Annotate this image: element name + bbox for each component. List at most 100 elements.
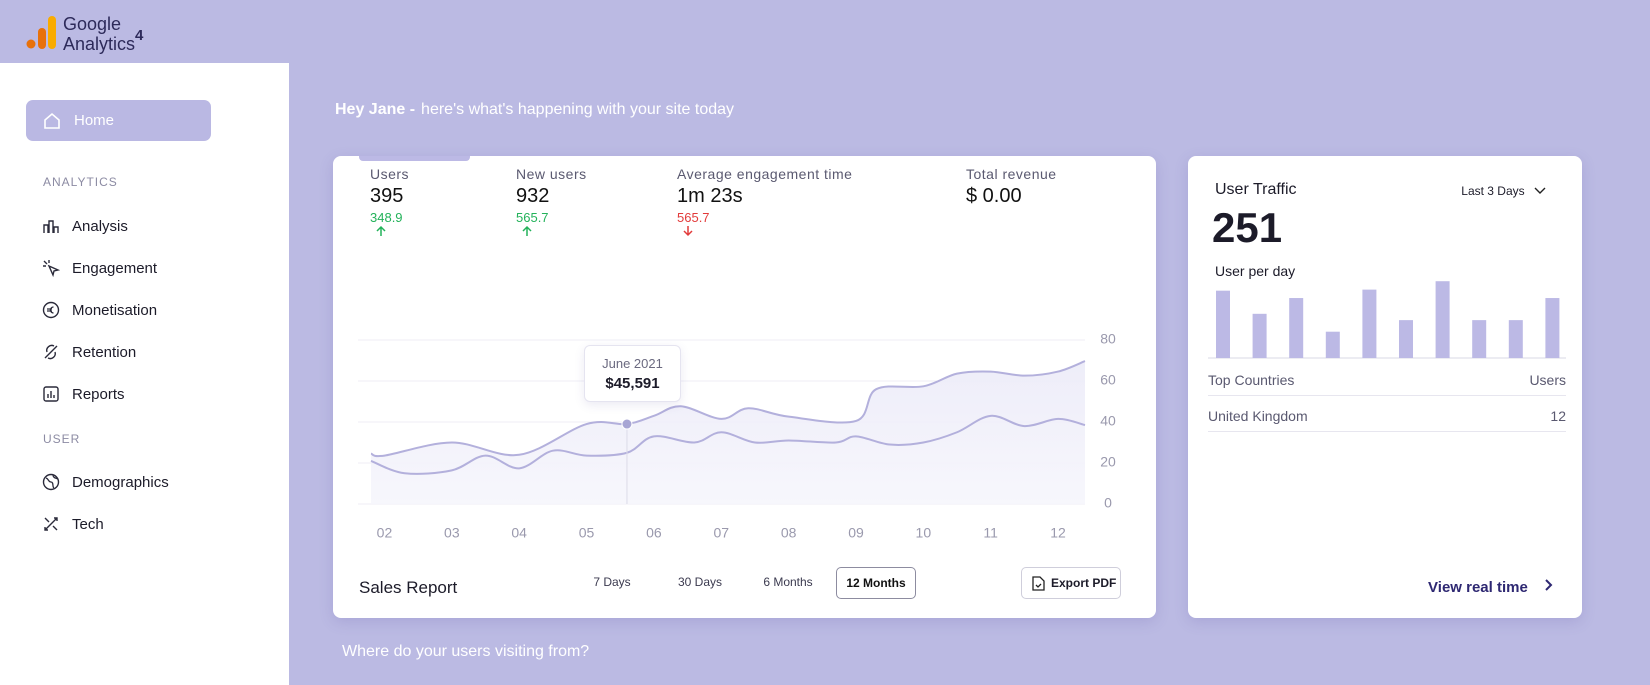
section-question: Where do your users visiting from? (342, 643, 590, 660)
x-tick-label: 05 (579, 525, 595, 541)
nav-icon (43, 386, 59, 402)
tooltip-value: $45,591 (605, 375, 660, 392)
country-users: 12 (1550, 408, 1566, 424)
nav-icon (42, 473, 60, 491)
metric-value: 395 (370, 185, 404, 207)
nav-icon (44, 517, 58, 531)
period-dropdown[interactable]: Last 3 Days (1461, 184, 1546, 198)
country-name: United Kingdom (1208, 408, 1308, 424)
logo-subtitle: Analytics (63, 34, 136, 54)
trend-arrow (522, 225, 532, 236)
logo-icon (26, 16, 56, 49)
metric-change: 565.7 (677, 210, 710, 240)
section-title: ANALYTICS (43, 175, 118, 189)
nav-label: Reports (72, 386, 125, 403)
nav-label: Monetisation (72, 302, 158, 319)
trend-arrow (683, 226, 693, 237)
bar (1545, 298, 1560, 358)
sidebar: Home ANALYTICS Analysis Engagement Monet… (0, 63, 289, 685)
table-row: United Kingdom 12 (1208, 408, 1566, 432)
real-time-link[interactable]: View real time (1428, 578, 1554, 596)
range-button[interactable]: 12 Months (836, 567, 916, 599)
traffic-title: User Traffic (1215, 181, 1297, 198)
metric-change-value: 565.7 (677, 210, 710, 225)
period-label: Last 3 Days (1461, 184, 1525, 198)
y-tick-label: 60 (1100, 372, 1116, 388)
home-icon (44, 112, 60, 129)
metric-change-value: 348.9 (370, 210, 403, 225)
metric-value: 932 (516, 185, 550, 207)
bar (1399, 320, 1413, 358)
x-tick-label: 10 (916, 525, 932, 541)
x-tick-label: 11 (983, 525, 998, 541)
dropdown-icon (1534, 187, 1546, 194)
active-tab (359, 156, 470, 161)
traffic-bars (1208, 281, 1566, 359)
range-button[interactable]: 30 Days (677, 575, 723, 589)
sales-card: 0 20 40 60 80 02 03 04 05 06 07 08 09 10 11 12 Users 39… (333, 156, 1156, 618)
metric-label: Average engagement time (677, 166, 853, 182)
traffic-card: User Traffic Last 3 Days 251 User per da… (1188, 156, 1582, 618)
line (370, 360, 1086, 458)
nav-icon (42, 301, 60, 319)
bar (1289, 298, 1304, 358)
nav-label: Tech (72, 516, 104, 533)
x-tick-label: 07 (713, 525, 729, 541)
x-tick-label: 06 (646, 525, 662, 541)
arrow-path (683, 226, 693, 237)
nav-icon (44, 344, 58, 360)
traffic-subtitle: User per day (1215, 263, 1296, 279)
metric-label: Total revenue (966, 166, 1057, 182)
greeting-name: Hey Jane - (335, 101, 416, 118)
metric-change-value: 565.7 (516, 210, 549, 225)
export-button[interactable]: Export PDF (1021, 567, 1121, 599)
range-button[interactable]: 7 Days (593, 575, 631, 589)
x-tick-label: 02 (377, 525, 393, 541)
export-label: Export PDF (1051, 576, 1117, 590)
bar (1435, 281, 1450, 358)
y-tick-label: 80 (1100, 331, 1116, 347)
metric-value: 1m 23s (677, 185, 743, 207)
nav-label: Analysis (72, 218, 128, 235)
column-header: Top Countries (1208, 372, 1295, 388)
link-label: View real time (1428, 579, 1528, 596)
y-tick-label: 40 (1100, 413, 1116, 429)
metric-label: Users (370, 166, 410, 182)
section-title: USER (43, 432, 81, 446)
chart-tooltip: June 2021 $45,591 (584, 345, 681, 402)
chart-title: Sales Report (359, 578, 458, 597)
bar (1472, 320, 1487, 358)
logo-version: 4 (135, 27, 144, 44)
metric-value: $ 0.00 (966, 185, 1022, 207)
x-tick-label: 03 (444, 525, 460, 541)
nav-icon (43, 220, 59, 233)
bar (1362, 289, 1377, 358)
sales-chart: 0 20 40 60 80 02 03 04 05 06 07 08 09 10 11 12 (358, 331, 1116, 541)
greeting-message: here's what's happening with your site t… (421, 101, 735, 118)
chevron-icon (1545, 579, 1553, 591)
nav-label: Demographics (72, 474, 169, 491)
arrow-path (376, 225, 386, 236)
bar (1508, 320, 1523, 358)
tooltip-point (621, 418, 633, 430)
greeting: Hey Jane - here's what's happening with y… (335, 101, 734, 119)
metric-change: 565.7 (516, 210, 549, 240)
nav-label: Retention (72, 344, 137, 361)
nav-icon (43, 260, 60, 277)
nav-label: Engagement (72, 260, 158, 277)
y-tick-label: 20 (1100, 454, 1116, 470)
tooltip-label: June 2021 (602, 356, 663, 371)
metric-label: New users (516, 166, 587, 182)
export-icon (1032, 576, 1045, 591)
x-tick-label: 12 (1050, 525, 1066, 541)
line (370, 414, 1086, 475)
logo-title: Google (63, 14, 122, 34)
trend-arrow (376, 225, 386, 236)
bar (1325, 331, 1340, 358)
range-button[interactable]: 6 Months (763, 575, 813, 589)
bar (1216, 290, 1230, 358)
home-button[interactable]: Home (26, 100, 211, 141)
home-label: Home (74, 112, 115, 129)
x-tick-label: 09 (848, 525, 864, 541)
